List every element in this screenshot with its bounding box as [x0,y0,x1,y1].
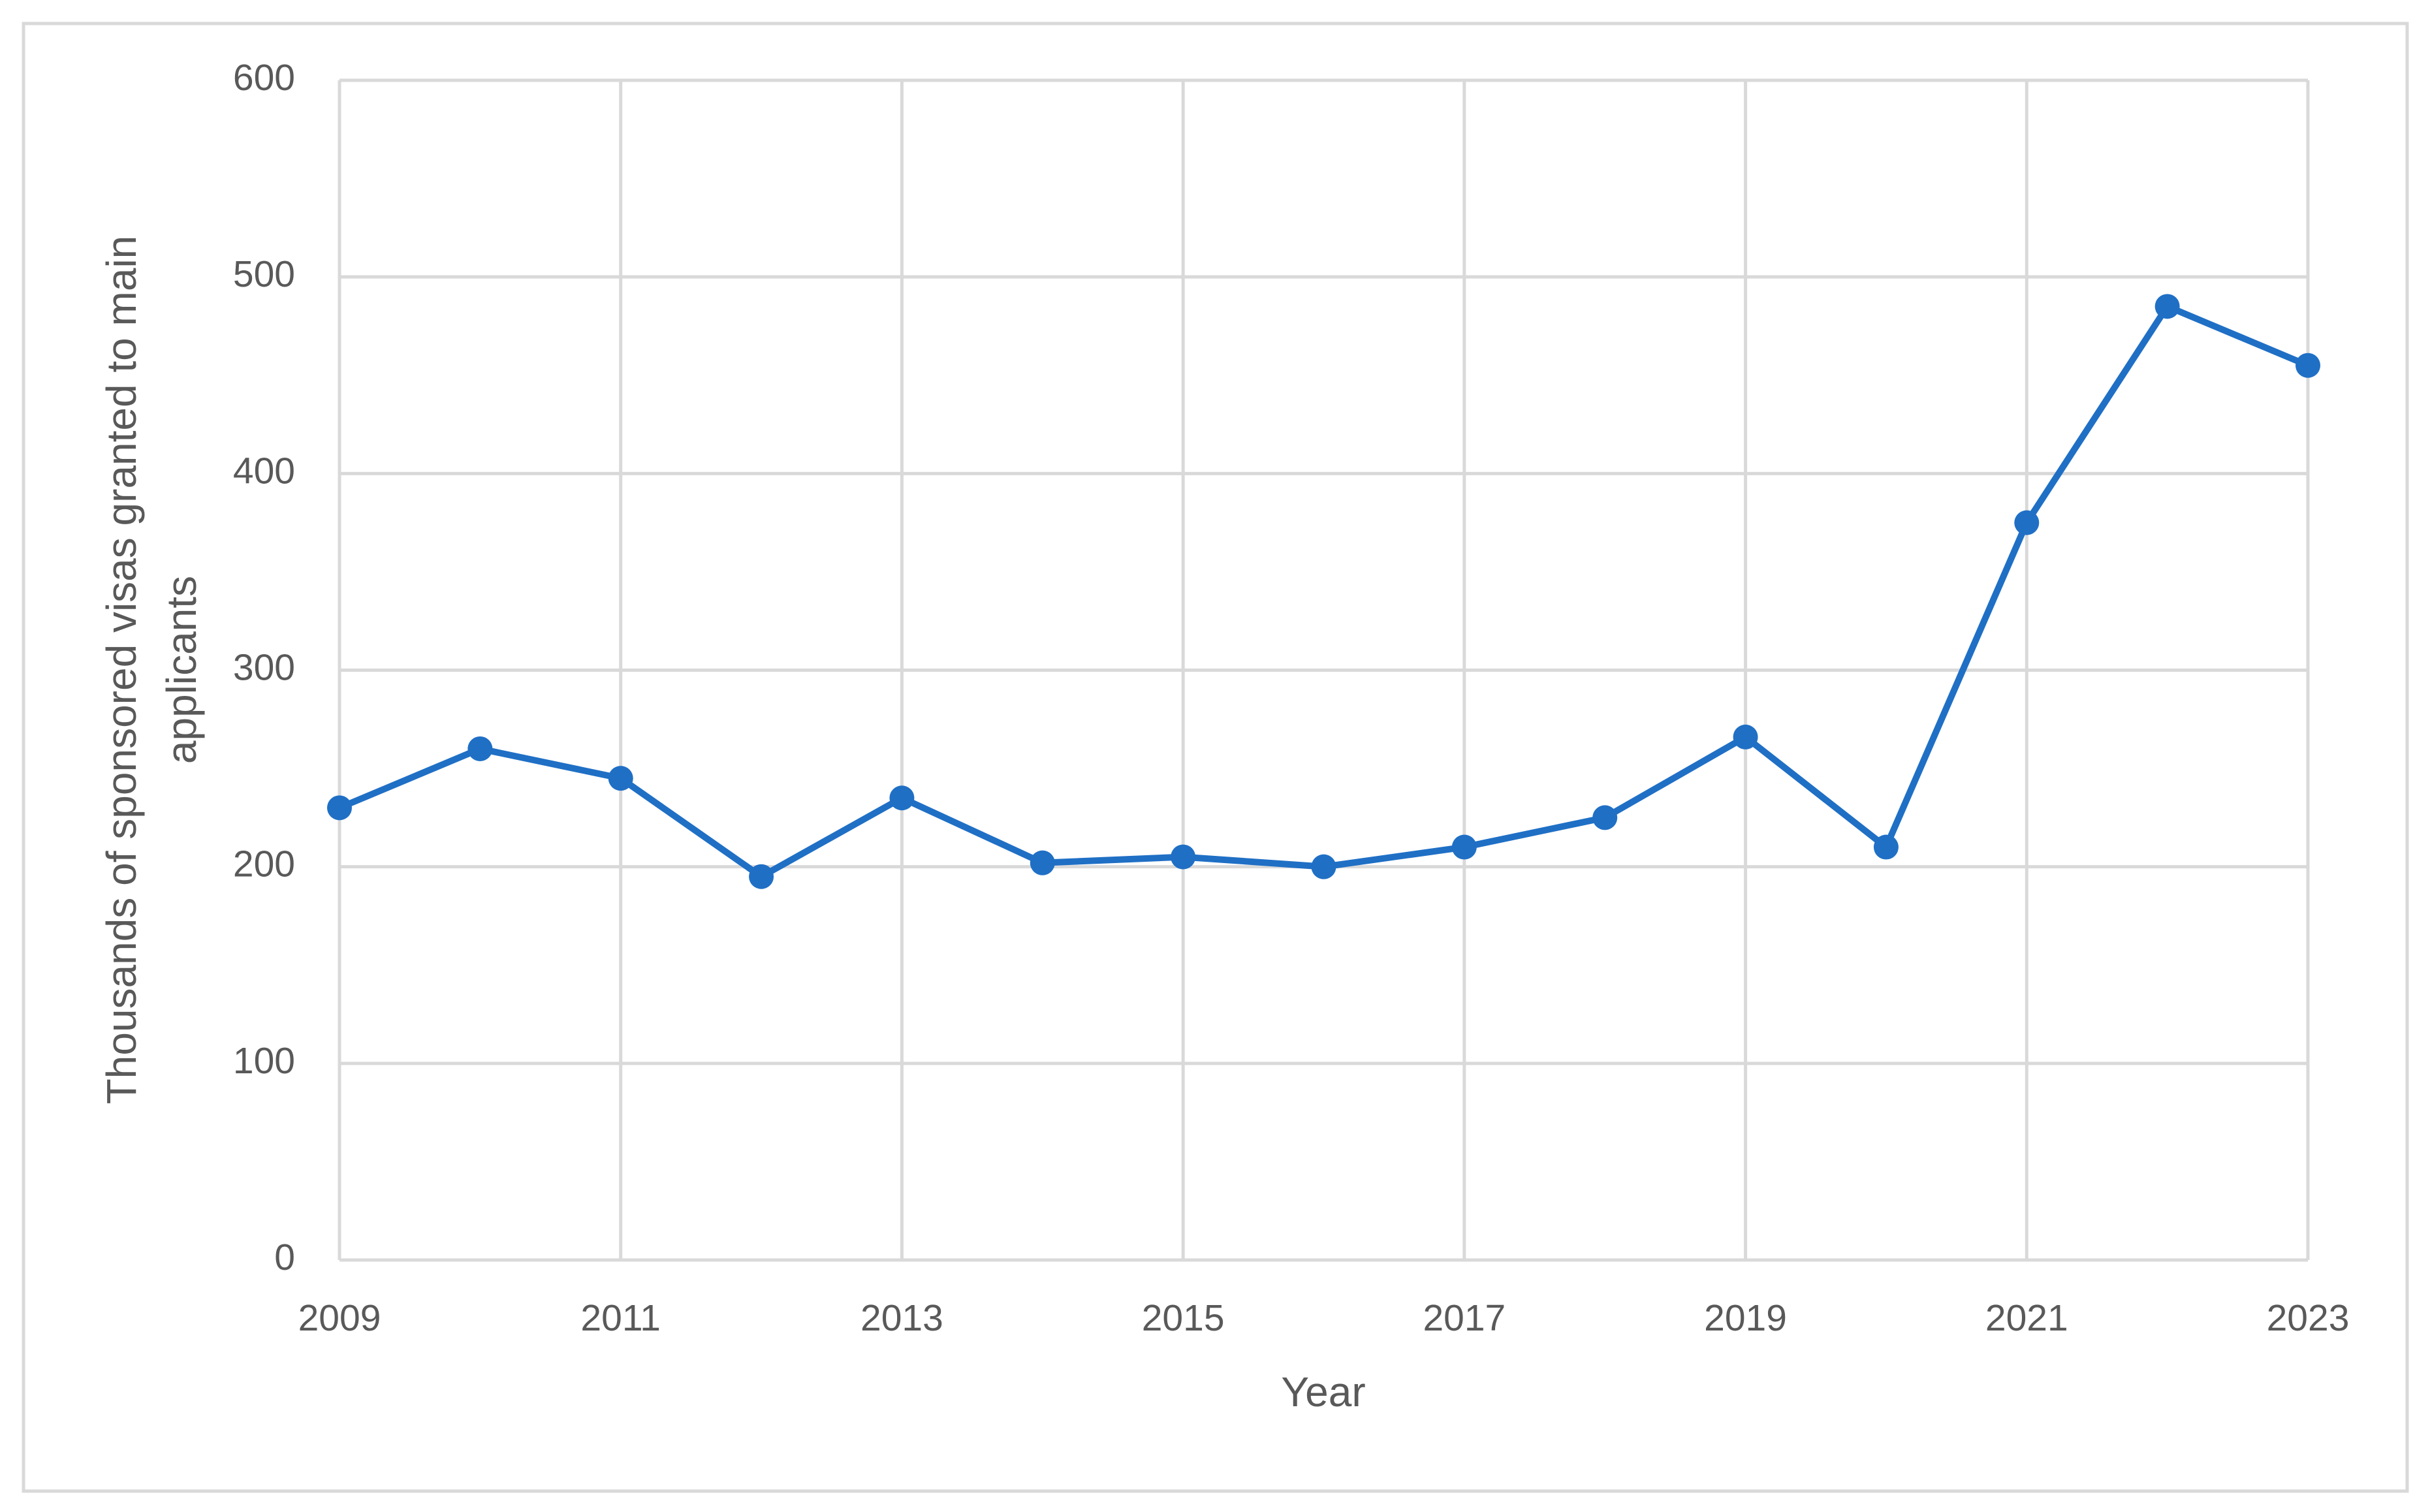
y-tick-label: 600 [233,57,295,99]
y-axis-title: Thousands of sponsored visas granted to … [98,235,205,1105]
data-point [889,785,915,811]
data-point [2154,294,2180,319]
x-tick-label: 2021 [1985,1297,2068,1339]
chart-border [22,22,2409,1493]
data-point [2014,510,2040,535]
data-point [608,766,633,791]
data-point [2296,353,2320,378]
data-point [1451,834,1477,860]
x-tick-label: 2017 [1423,1297,1506,1339]
data-point [1171,844,1196,870]
data-point [1873,834,1899,860]
data-point [1733,724,1758,749]
data-point [327,795,352,821]
data-point [1030,850,1055,875]
y-tick-label: 0 [274,1236,295,1278]
data-point [1311,854,1336,879]
data-point [749,864,774,889]
data-point [1592,805,1618,830]
y-tick-label: 300 [233,647,295,689]
y-tick-label: 200 [233,843,295,885]
y-tick-label: 400 [233,450,295,492]
y-tick-label: 100 [233,1040,295,1082]
x-tick-label: 2015 [1142,1297,1225,1339]
x-axis-title: Year [1281,1368,1365,1415]
data-point [467,736,493,761]
x-tick-label: 2011 [580,1297,661,1339]
x-tick-label: 2009 [298,1297,381,1339]
x-tick-label: 2023 [2267,1297,2350,1339]
x-tick-label: 2019 [1704,1297,1787,1339]
x-tick-label: 2013 [860,1297,943,1339]
y-tick-label: 500 [233,253,295,295]
